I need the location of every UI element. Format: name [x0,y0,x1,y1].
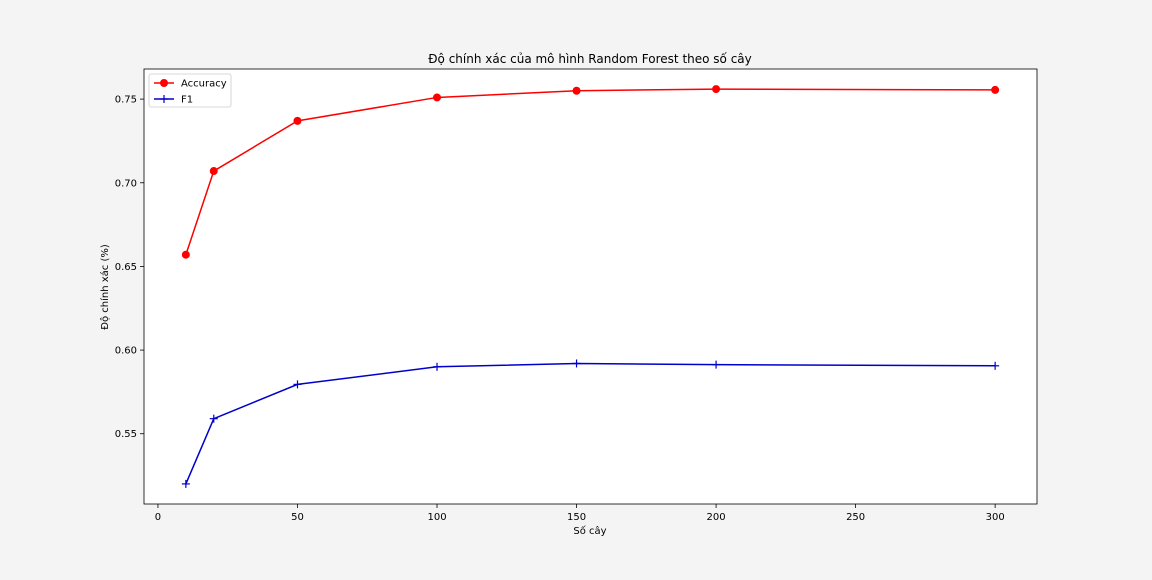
data-point-f1 [433,362,442,371]
plot-area [144,69,1037,504]
y-tick-label: 0.60 [115,346,137,357]
x-tick-label: 250 [846,512,865,523]
x-tick-label: 200 [707,512,726,523]
legend-swatch-marker-accuracy [160,79,168,87]
y-tick-label: 0.65 [115,262,137,273]
x-tick-label: 150 [567,512,586,523]
y-axis-label: Độ chính xác (%) [99,244,111,330]
y-tick-label: 0.75 [115,95,137,106]
data-point-accuracy [712,85,721,94]
y-tick-label: 0.70 [115,178,137,189]
data-point-f1 [209,414,218,423]
plot-frame [143,68,1038,505]
x-axis-label: Số cây [573,525,606,537]
x-tick-label: 300 [986,512,1005,523]
y-tick-label: 0.55 [115,429,137,440]
legend-label-accuracy: Accuracy [181,79,227,90]
data-point-accuracy [181,250,190,259]
series-f1 [181,359,1000,488]
legend: Accuracy F1 [148,73,232,108]
data-point-accuracy [433,93,442,102]
data-point-f1 [991,361,1000,370]
x-tick-label: 100 [427,512,446,523]
x-tick-label: 50 [291,512,304,523]
axes-layer: 0 50 100 150 200 250 300 0.55 0.60 0.65 0.70 0.75 [115,95,1005,523]
series-accuracy [181,85,1000,259]
x-tick-label: 0 [155,512,161,523]
series-layer [181,85,1000,488]
data-point-accuracy [293,116,302,125]
legend-label-f1: F1 [181,95,193,106]
data-point-f1 [572,359,581,368]
chart-title: Độ chính xác của mô hình Random Forest t… [428,52,752,66]
legend-swatch-marker-f1 [160,95,168,103]
data-point-accuracy [572,86,581,95]
data-point-accuracy [209,167,218,176]
data-point-f1 [181,479,190,488]
data-point-accuracy [991,85,1000,94]
data-point-f1 [293,380,302,389]
data-point-f1 [712,360,721,369]
